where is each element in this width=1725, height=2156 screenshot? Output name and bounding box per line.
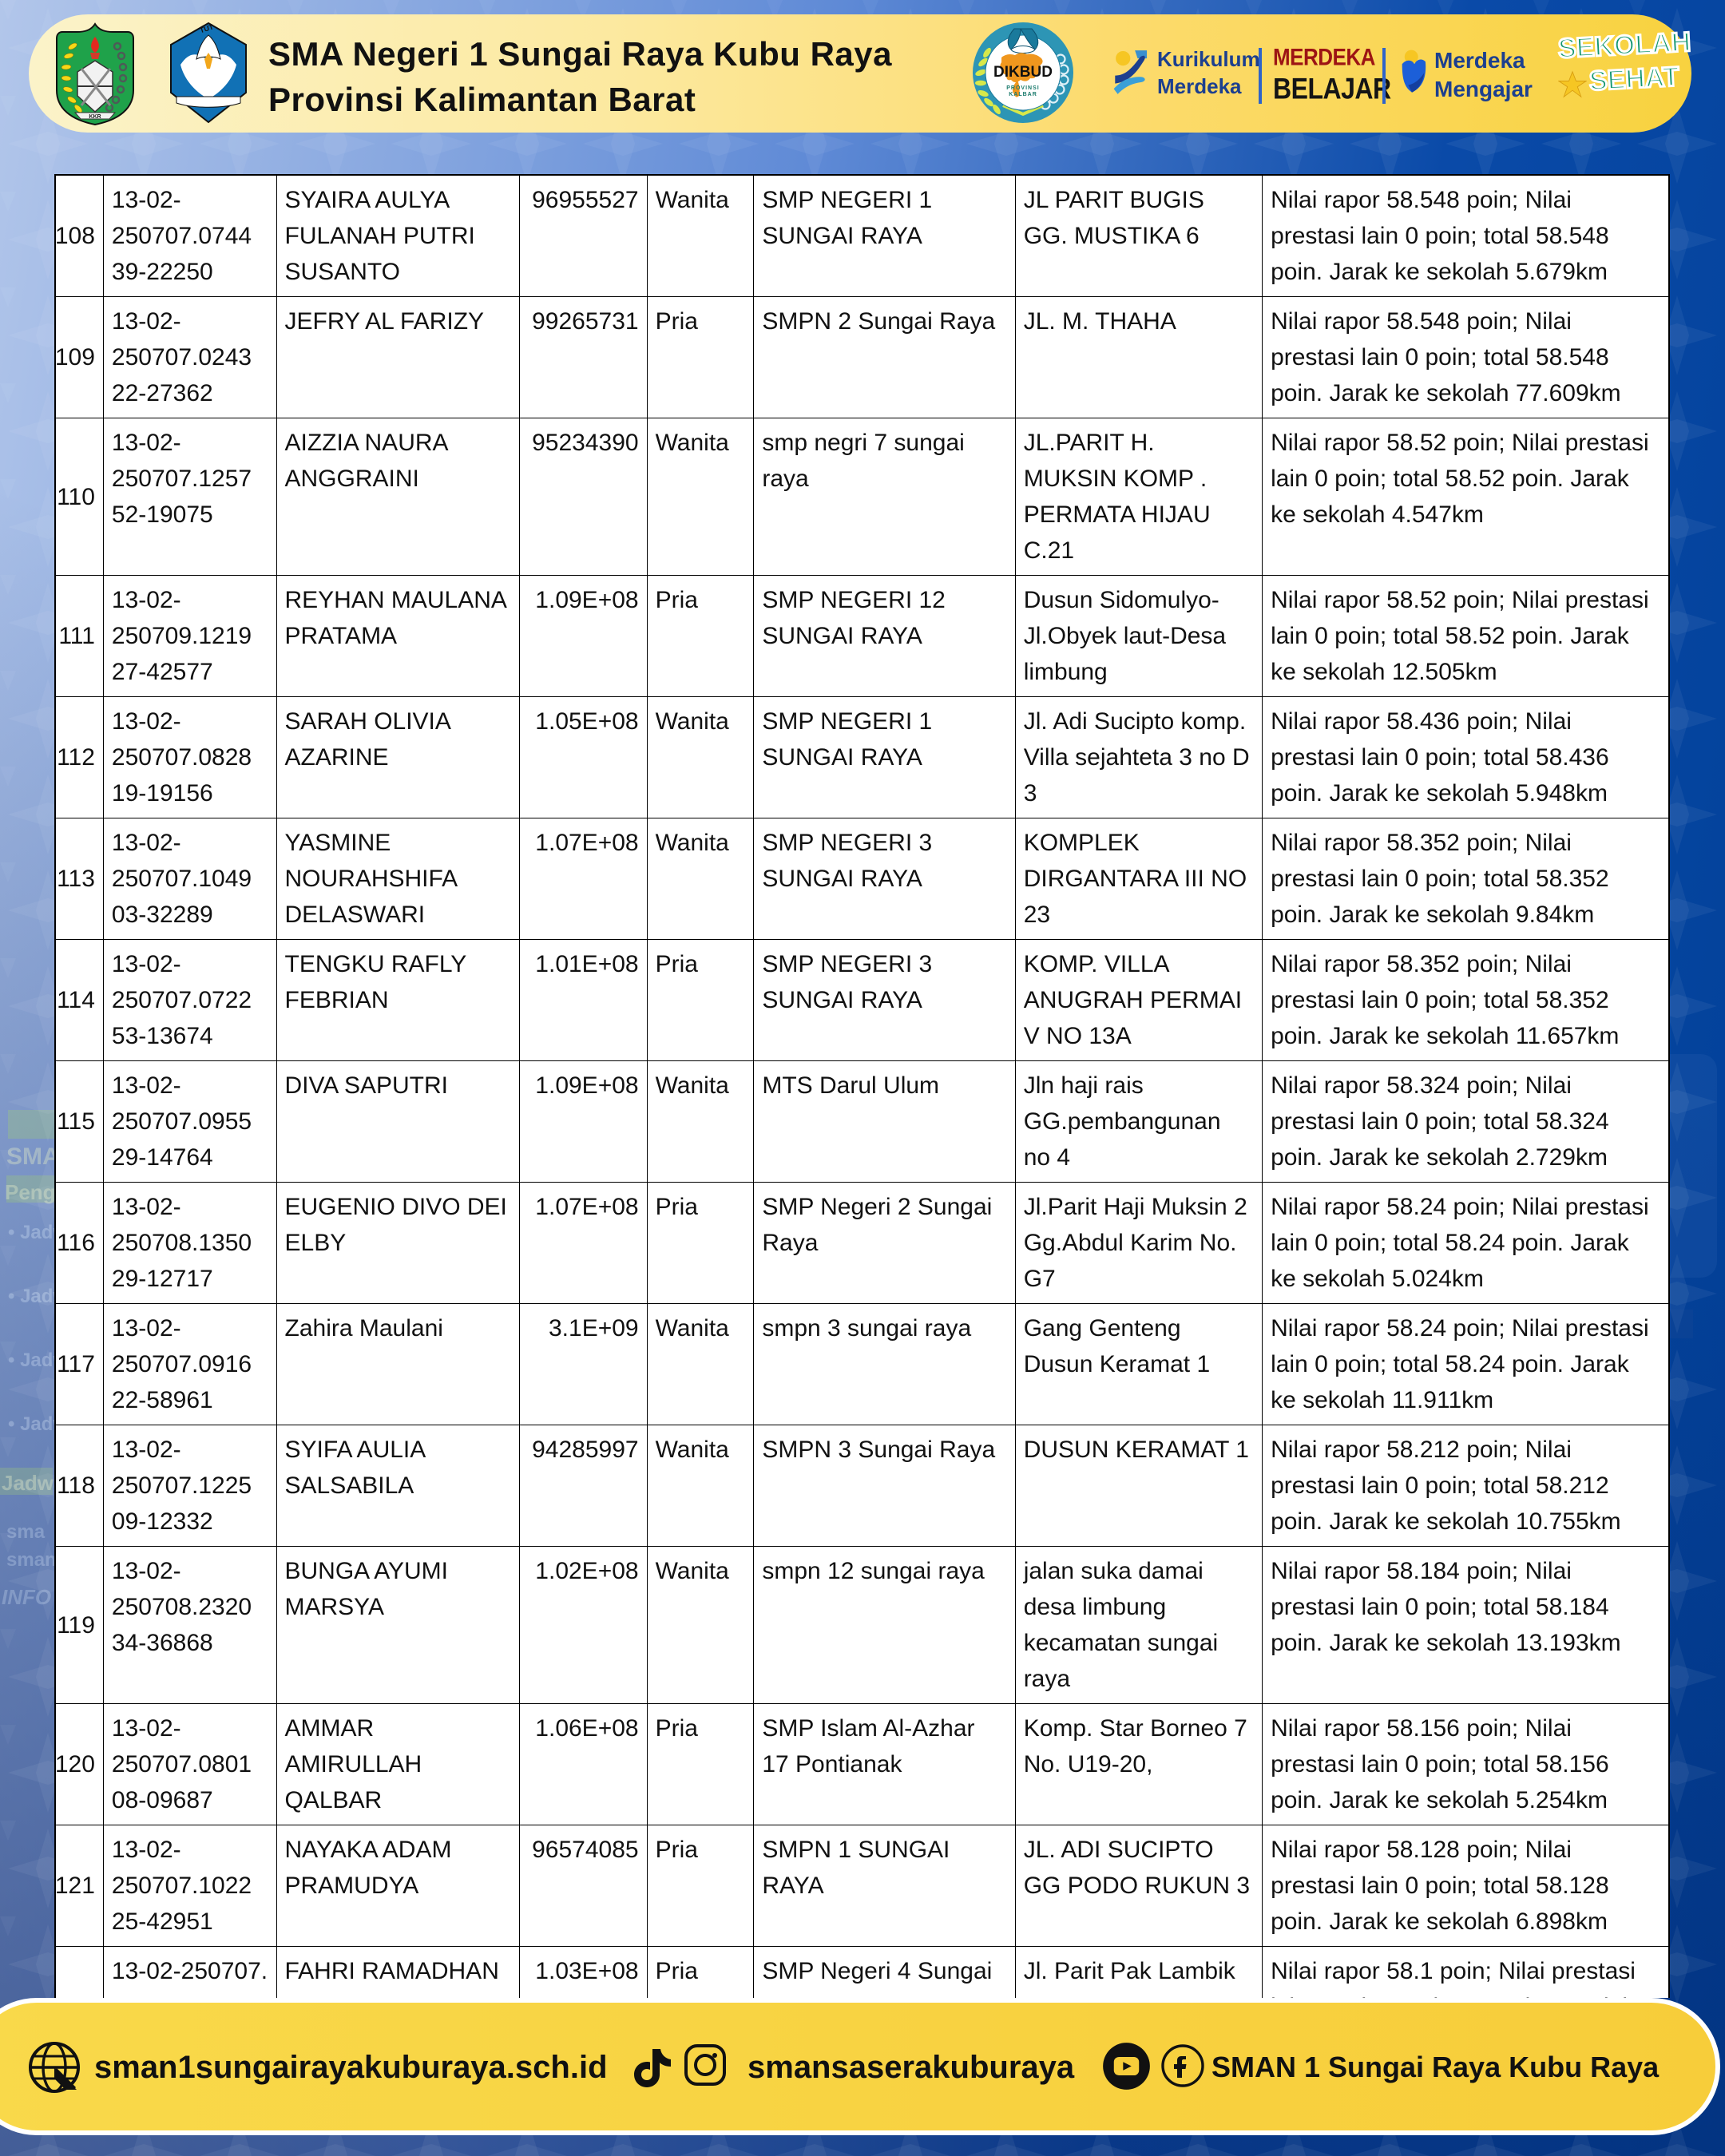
svg-text:DIKBUD: DIKBUD bbox=[993, 64, 1053, 81]
svg-text:PROVINSI: PROVINSI bbox=[1006, 85, 1039, 91]
svg-text:KKR: KKR bbox=[89, 114, 101, 120]
svg-text:KALBAR: KALBAR bbox=[1009, 92, 1037, 97]
